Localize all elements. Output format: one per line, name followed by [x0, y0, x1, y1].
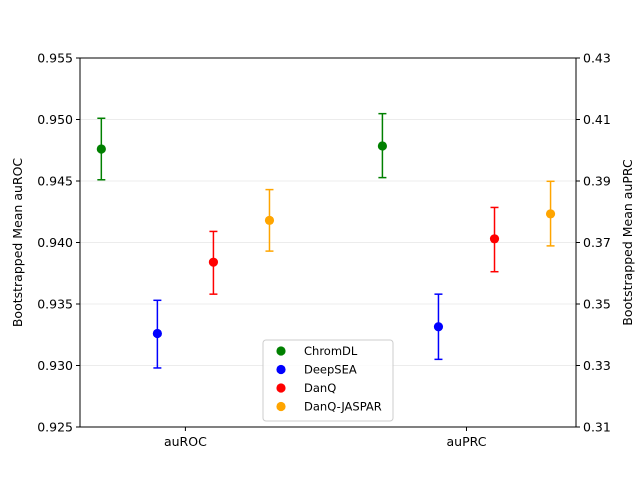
y-tick-label-right: 0.37: [583, 235, 611, 250]
y-tick-label-right: 0.33: [583, 358, 611, 373]
data-point: [152, 328, 162, 339]
y-tick-label-left: 0.945: [37, 174, 73, 189]
legend-box: [262, 339, 394, 422]
y-tick-label-right: 0.35: [583, 297, 611, 312]
legend-label: DanQ-JASPAR: [304, 400, 382, 414]
legend-marker: [276, 346, 286, 356]
y-tick-label-left: 0.925: [37, 420, 73, 435]
y-axis-label-right: Bootstrapped Mean auPRC: [620, 159, 635, 326]
legend-label: ChromDL: [304, 344, 358, 358]
legend-marker: [276, 383, 286, 393]
y-tick-label-left: 0.950: [37, 112, 73, 127]
legend-label: DanQ: [304, 381, 336, 395]
axes: 0.925 0.930 0.935 0.940 0.945 0.950 0.955 0.31 0…: [37, 51, 611, 450]
data-point: [377, 141, 388, 151]
x-tick-label: auPRC: [447, 434, 487, 449]
data-point: [208, 257, 219, 267]
legend-marker: [276, 364, 286, 375]
y-tick-label-left: 0.955: [37, 51, 73, 66]
data-point: [545, 209, 556, 219]
x-tick-label: auROC: [164, 434, 207, 449]
legend: ChromDL DeepSEA DanQ DanQ-JASPAR: [262, 339, 394, 422]
y-tick-label-right: 0.39: [583, 174, 611, 189]
data-point: [489, 234, 500, 244]
data-point: [96, 144, 106, 154]
y-tick-label-left: 0.940: [37, 235, 73, 250]
legend-label: DeepSEA: [304, 363, 357, 377]
y-tick-label-right: 0.41: [583, 112, 611, 127]
data-point: [264, 215, 275, 225]
y-tick-label-right: 0.43: [583, 51, 611, 66]
y-axis-label-left: Bootstrapped Mean auROC: [10, 158, 25, 328]
data-marks: [96, 112, 556, 369]
y-tick-label-left: 0.930: [37, 358, 73, 373]
y-tick-label-left: 0.935: [37, 297, 73, 312]
legend-marker: [276, 401, 286, 412]
y-tick-label-right: 0.31: [583, 420, 611, 435]
data-point: [433, 322, 444, 332]
